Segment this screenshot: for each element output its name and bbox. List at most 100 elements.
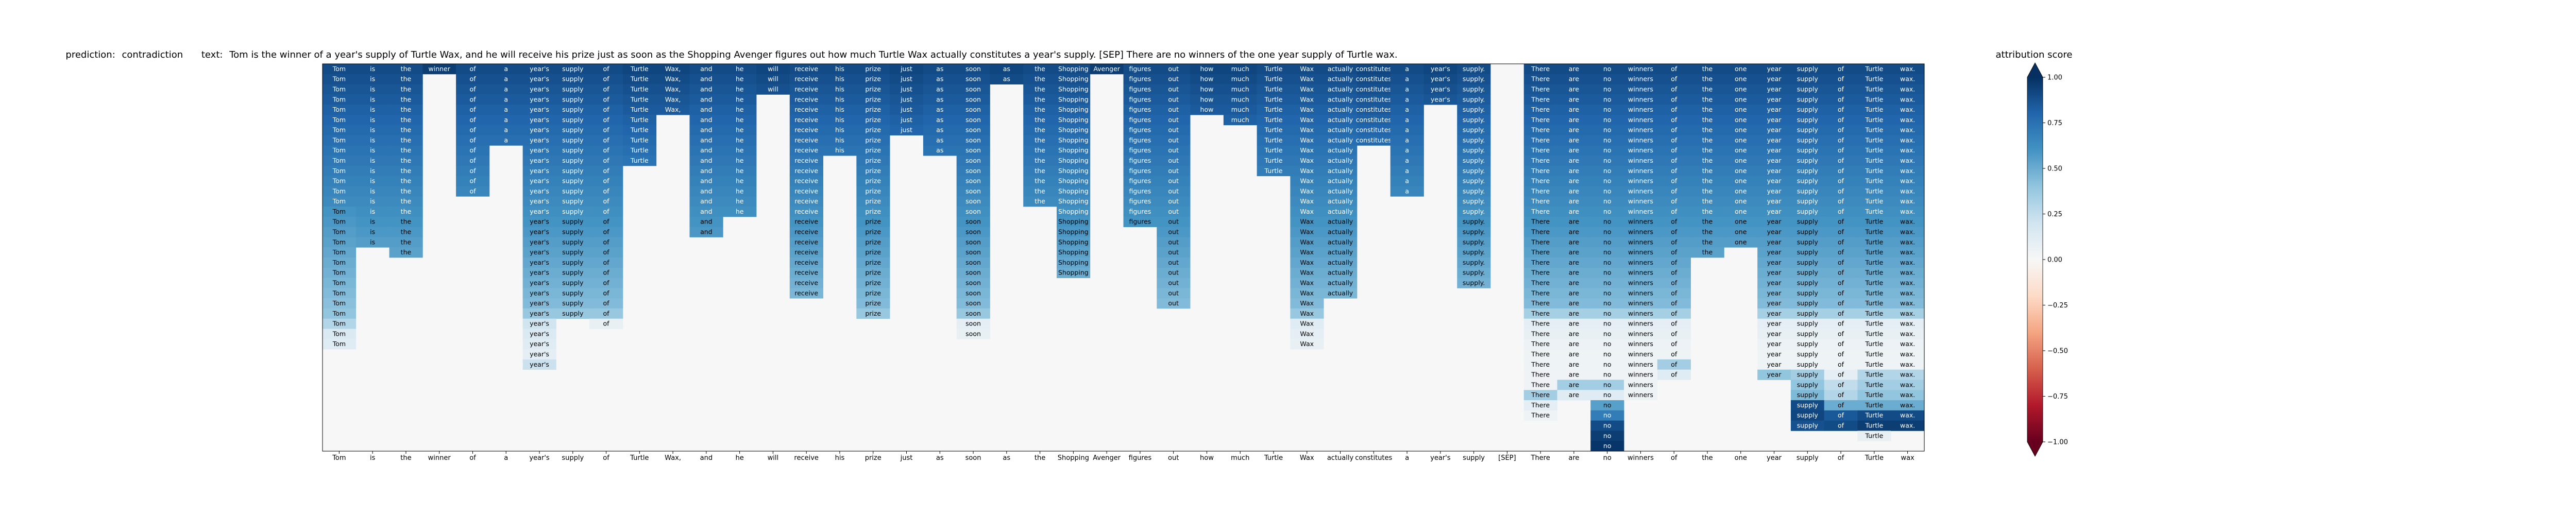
heatmap-cell-label: no	[1603, 65, 1612, 73]
heatmap-cell	[1891, 207, 1925, 217]
heatmap-cell	[1290, 114, 1324, 126]
heatmap-cell	[1590, 237, 1624, 248]
heatmap-cell	[1624, 258, 1658, 268]
heatmap-cell-label: Tom	[332, 65, 346, 73]
heatmap-cell	[956, 258, 990, 268]
heatmap-cell	[1523, 165, 1557, 177]
heatmap-cell	[1390, 135, 1424, 146]
heatmap-cell-label: winner	[429, 65, 451, 73]
heatmap-cell-label: are	[1569, 248, 1580, 256]
heatmap-cell	[522, 207, 556, 217]
heatmap-cell-label: no	[1603, 381, 1612, 388]
heatmap-cell	[1857, 84, 1891, 95]
heatmap-cell-label: out	[1168, 106, 1179, 113]
heatmap-cell-label: supply	[1797, 401, 1819, 409]
heatmap-cell-label: Shopping	[1058, 146, 1089, 154]
heatmap-cell	[1290, 278, 1324, 288]
heatmap-cell	[389, 105, 423, 115]
heatmap-cell-label: prize	[865, 146, 881, 154]
heatmap-cell	[1891, 359, 1925, 370]
heatmap-cell-label: year	[1767, 228, 1782, 236]
heatmap-cell	[1123, 165, 1157, 177]
heatmap-cell-label: prize	[865, 259, 881, 266]
heatmap-cell-label: of	[469, 157, 476, 164]
heatmap-cell	[1824, 74, 1858, 84]
heatmap-cell-label: of	[1838, 187, 1844, 195]
heatmap-cell-label: the	[401, 167, 412, 175]
heatmap-cell-label: winners	[1628, 146, 1653, 154]
heatmap-cell-label: winners	[1628, 187, 1653, 195]
heatmap-cell	[1324, 176, 1358, 186]
heatmap-cell-label: of	[1838, 269, 1844, 277]
heatmap-cell-label: of	[1671, 228, 1677, 236]
heatmap-cell-label: Tom	[332, 238, 346, 246]
heatmap-cell-label: are	[1569, 269, 1580, 277]
heatmap-cell	[1457, 84, 1491, 95]
heatmap-cell	[890, 74, 924, 84]
heatmap-cell	[923, 114, 957, 126]
heatmap-cell	[522, 308, 556, 319]
x-tick-label: year	[1767, 454, 1782, 462]
heatmap-cell-label: Tom	[332, 116, 346, 124]
heatmap-cell-label: soon	[965, 167, 981, 175]
heatmap-cell-label: of	[1671, 106, 1677, 113]
heatmap-cell	[1757, 247, 1791, 258]
heatmap-cell	[1056, 186, 1091, 197]
heatmap-cell-label: of	[1838, 422, 1844, 430]
heatmap-cell	[1657, 176, 1691, 186]
heatmap-cell-label: of	[603, 116, 610, 124]
heatmap-cell	[1891, 298, 1925, 309]
heatmap-cell	[1457, 247, 1491, 258]
heatmap-cell	[1624, 380, 1658, 390]
heatmap-cell	[689, 114, 723, 126]
heatmap-cell-label: winners	[1628, 360, 1653, 368]
heatmap-cell-label: the	[1702, 126, 1713, 134]
x-tick-label: out	[1168, 454, 1179, 462]
heatmap-cell	[923, 64, 957, 75]
heatmap-cell-label: wax.	[1900, 136, 1915, 144]
heatmap-cell-label: Shopping	[1058, 95, 1089, 103]
heatmap-cell	[1790, 298, 1825, 309]
heatmap-cell-label: no	[1603, 228, 1612, 236]
heatmap-cell-label: year	[1767, 187, 1782, 195]
heatmap-cell	[389, 135, 423, 146]
heatmap-cell-label: no	[1603, 167, 1612, 175]
heatmap-cell-label: winners	[1628, 177, 1653, 185]
heatmap-cell	[1557, 216, 1591, 228]
heatmap-cell-label: year's	[530, 259, 549, 266]
heatmap-cell	[1056, 196, 1091, 207]
heatmap-cell	[1690, 105, 1724, 115]
heatmap-cell	[1824, 318, 1858, 329]
heatmap-cell	[956, 186, 990, 197]
heatmap-cell	[1891, 339, 1925, 350]
text-label: text:	[201, 49, 223, 60]
heatmap-cell-label: his	[835, 136, 844, 144]
heatmap-cell	[1724, 105, 1758, 115]
heatmap-cell-label: one	[1735, 238, 1747, 246]
heatmap-cell	[1757, 298, 1791, 309]
heatmap-cell	[1223, 84, 1257, 95]
heatmap-cell-label: prize	[865, 65, 881, 73]
heatmap-cell	[1824, 114, 1858, 126]
heatmap-cell	[589, 105, 623, 115]
heatmap-cell	[1790, 390, 1825, 401]
heatmap-cell-label: is	[370, 126, 375, 134]
heatmap-cell	[1056, 64, 1091, 75]
heatmap-cell	[1657, 227, 1691, 237]
heatmap-cell-label: There	[1531, 75, 1550, 83]
heatmap-cell	[1056, 258, 1091, 268]
heatmap-cell	[789, 145, 823, 156]
heatmap-cell	[1790, 247, 1825, 258]
heatmap-cell	[1357, 114, 1391, 126]
heatmap-cell-label: out	[1168, 65, 1179, 73]
x-tick-label: just	[900, 454, 913, 462]
heatmap-cell-label: Wax	[1300, 218, 1314, 226]
heatmap-cell-label: supply	[1797, 187, 1819, 195]
heatmap-cell-label: of	[469, 75, 476, 83]
heatmap-cell	[522, 165, 556, 177]
heatmap-cell-label: Turtle	[630, 65, 649, 73]
heatmap-cell	[689, 94, 723, 105]
heatmap-cell-label: one	[1735, 187, 1747, 195]
heatmap-cell-label: actually	[1328, 167, 1353, 175]
heatmap-cell	[1857, 176, 1891, 186]
